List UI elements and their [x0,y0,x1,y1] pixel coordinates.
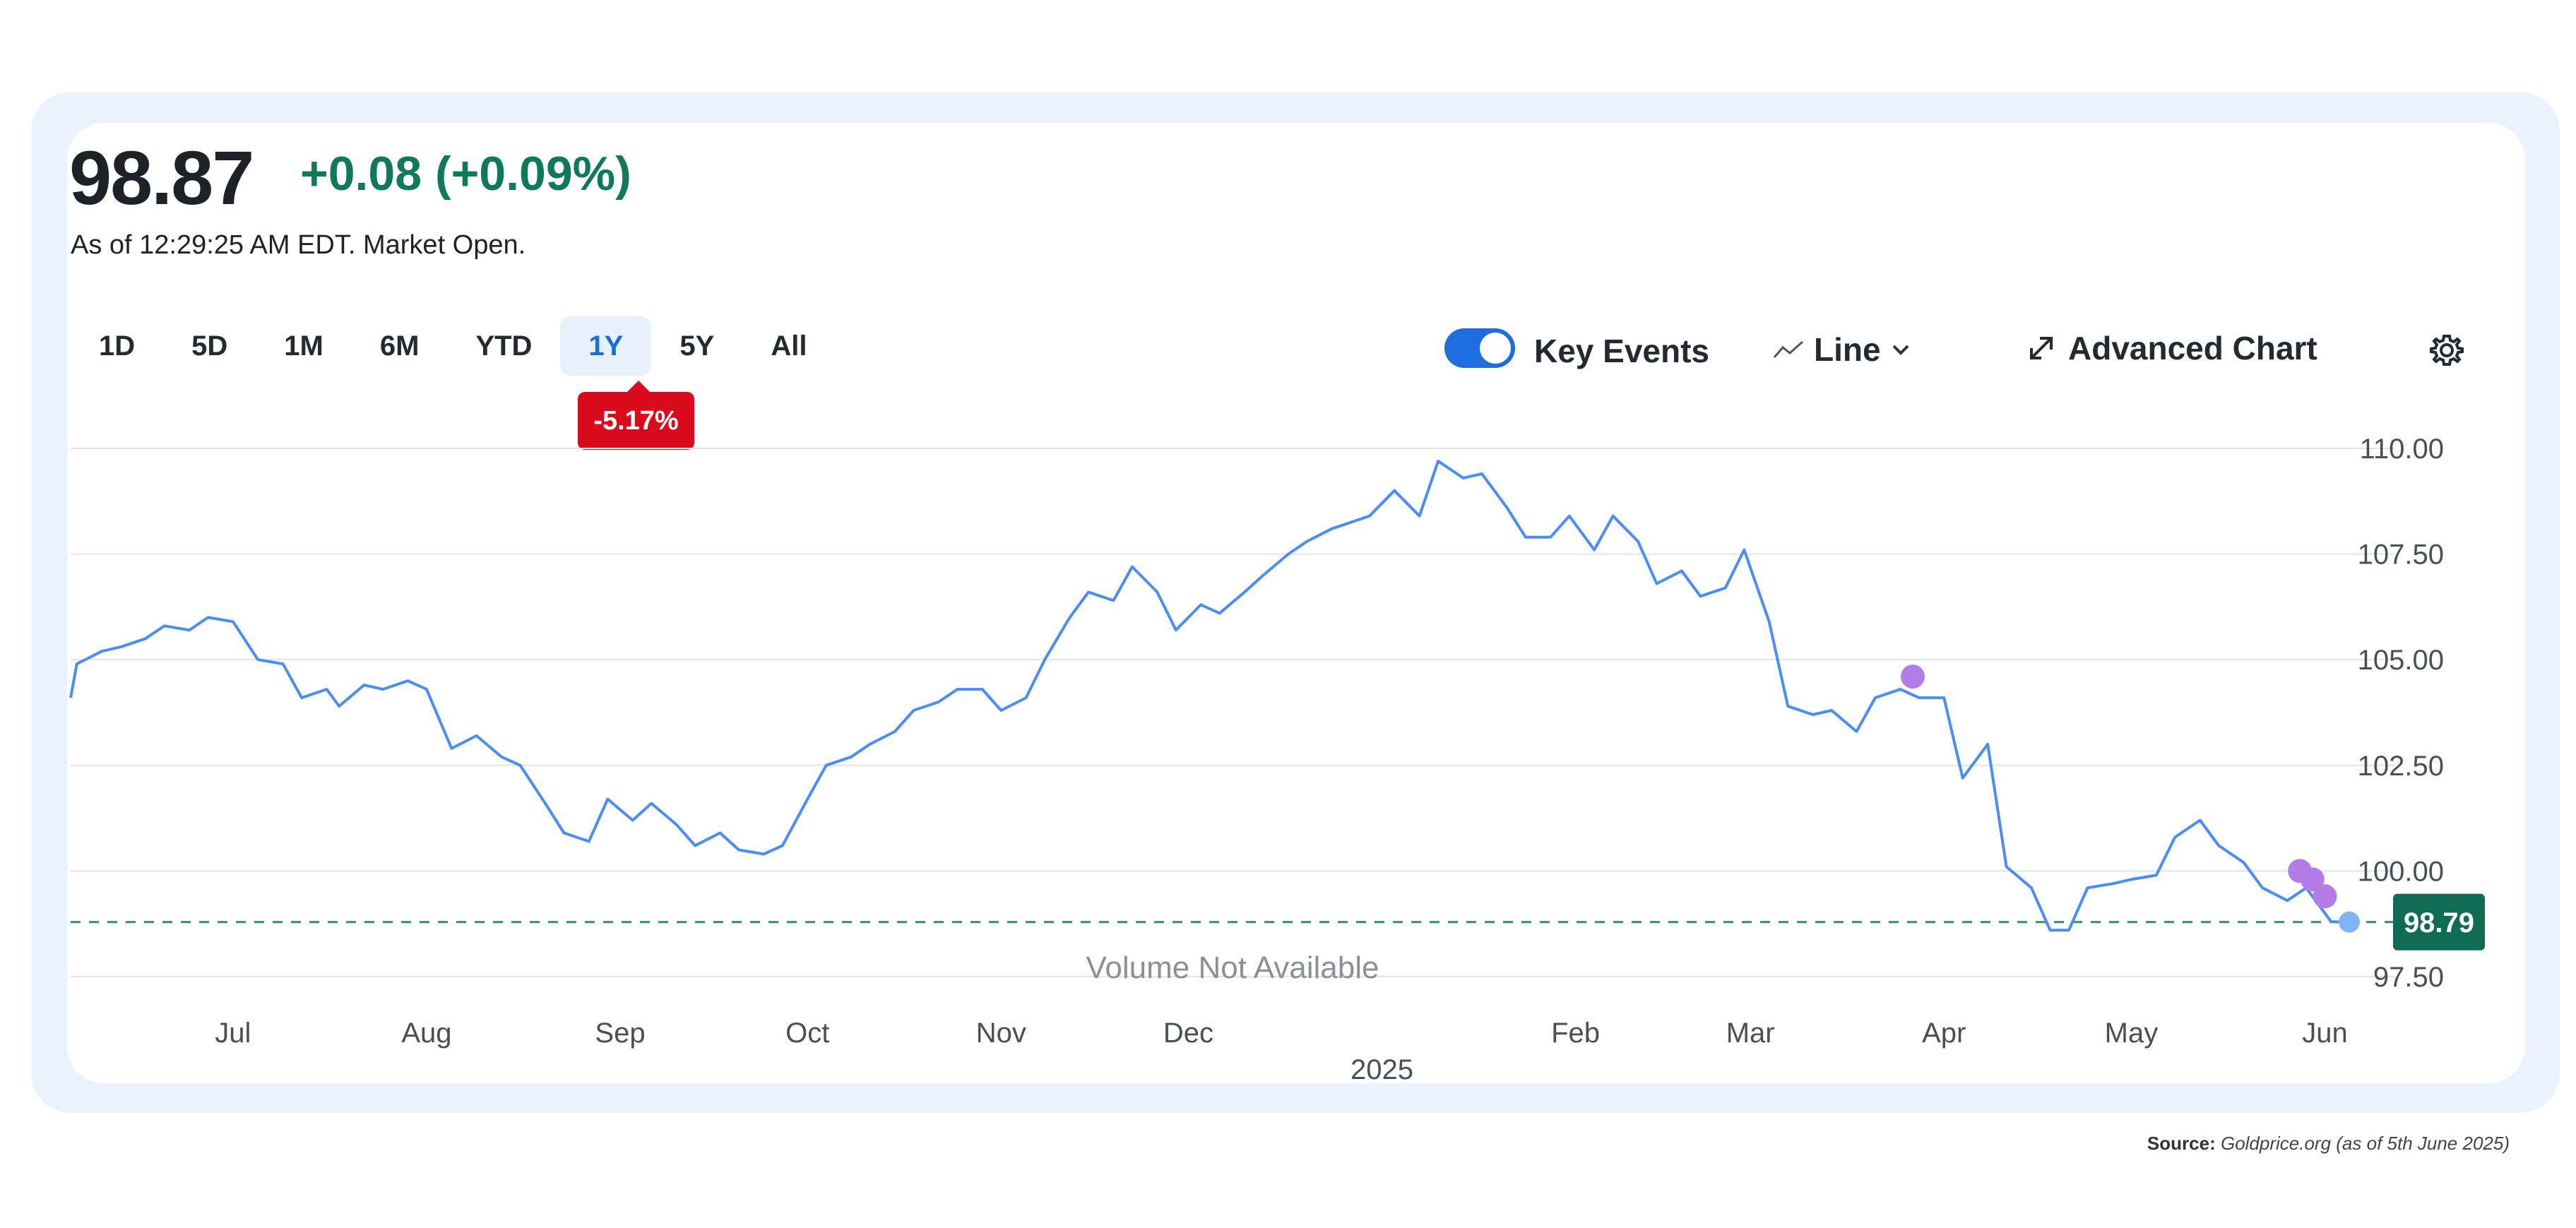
reference-label: 98.79 [2404,907,2474,938]
x-tick-label: Aug [401,1018,451,1049]
gear-icon[interactable] [2428,332,2465,369]
key-event-marker [2300,867,2325,892]
y-tick-label: 107.50 [2358,540,2444,571]
advanced-chart-button[interactable]: Advanced Chart [2027,329,2317,367]
as-of-timestamp: As of 12:29:25 AM EDT. Market Open. [71,230,526,260]
volume-note: Volume Not Available [1086,950,1379,985]
current-price: 98.87 [69,135,254,220]
y-tick-label: 97.50 [2373,962,2444,993]
year-label: 2025 [1351,1054,1413,1085]
y-tick-label: 102.50 [2358,751,2444,782]
x-tick-label: Mar [1726,1018,1775,1049]
range-1y[interactable]: 1Y [560,316,652,376]
key-events-label[interactable]: Key Events [1534,333,1710,369]
x-tick-label: Feb [1551,1018,1600,1049]
range-ytd[interactable]: YTD [475,330,533,362]
range-6m[interactable]: 6M [379,330,420,362]
x-tick-label: Sep [595,1018,645,1049]
y-tick-label: 110.00 [2360,434,2444,465]
x-tick-label: Nov [976,1018,1026,1049]
chart-type-label: Line [1814,331,1881,368]
reference-label-box [2393,893,2485,950]
range-1d[interactable]: 1D [99,330,136,362]
x-tick-label: Oct [785,1018,829,1049]
price-change: +0.08 (+0.09%) [300,147,631,201]
x-tick-label: Apr [1922,1018,1966,1049]
chevron-down-icon [1892,345,1909,355]
y-tick-label: 100.00 [2358,856,2444,887]
x-tick-label: Jun [2302,1018,2348,1049]
key-events-toggle[interactable] [1444,328,1515,368]
source-text: Goldprice.org (as of 5th June 2025) [2220,1133,2510,1154]
x-tick-label: May [2105,1018,2159,1049]
y-tick-label: 105.00 [2358,645,2444,676]
expand-icon [2030,337,2053,359]
range-all[interactable]: All [771,330,807,362]
range-change-badge: -5.17% [578,381,694,450]
range-1m[interactable]: 1M [284,330,324,362]
chart-type-dropdown[interactable]: Line [1773,330,1911,369]
line-chart-icon [1773,340,1803,358]
key-event-marker [2313,884,2337,909]
key-event-marker [1900,664,1925,689]
price-line [69,460,2344,932]
source-note: Source: Goldprice.org (as of 5th June 20… [2147,1133,2510,1155]
toggle-knob [1480,333,1511,364]
range-5d[interactable]: 5D [191,330,228,362]
x-tick-label: Dec [1163,1018,1213,1049]
source-label: Source: [2147,1133,2216,1154]
last-price-marker [2339,911,2360,933]
chart-card [67,123,2525,1083]
range-5y[interactable]: 5Y [679,330,715,362]
x-tick-label: Jul [215,1018,251,1049]
range-selector: 1D 5D 1M 6M YTD 1Y 5Y All [71,316,835,376]
advanced-chart-label: Advanced Chart [2068,330,2317,366]
